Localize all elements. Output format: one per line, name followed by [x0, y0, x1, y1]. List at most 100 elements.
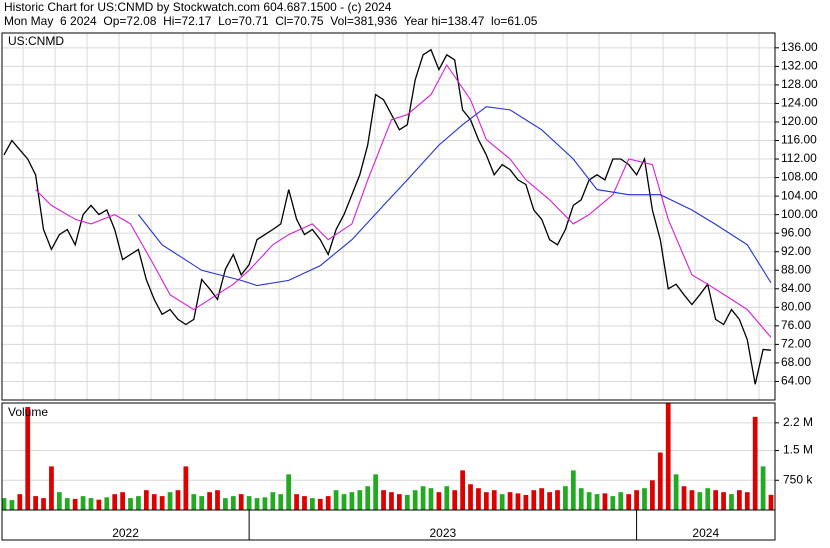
volume-bar [436, 492, 442, 510]
volume-bar [689, 490, 695, 510]
y-tick-label: 112.00 [781, 151, 817, 165]
volume-bar [650, 480, 655, 510]
volume-bar [136, 496, 141, 510]
y-tick-label: 72.00 [781, 337, 811, 351]
volume-bar [333, 490, 339, 510]
y-tick-label: 68.00 [781, 355, 811, 369]
volume-bar [420, 486, 426, 510]
volume-bar [705, 488, 711, 510]
volume-bar [760, 466, 766, 510]
volume-bar [80, 496, 86, 510]
volume-bar [215, 490, 220, 510]
volume-bar [570, 470, 576, 510]
volume-bar [736, 490, 742, 510]
volume-bar [507, 492, 513, 510]
volume-bar [1, 498, 7, 510]
volume-bar [238, 494, 244, 510]
volume-bar [539, 488, 545, 510]
x-tick-label: 2022 [112, 526, 139, 540]
volume-bar [578, 488, 584, 510]
volume-bar [33, 496, 39, 510]
volume-bar [602, 493, 608, 510]
volume-bar [657, 452, 663, 510]
y-tick-label: 2.2 M [783, 415, 813, 429]
symbol-label: US:CNMD [8, 34, 64, 48]
volume-bar [389, 492, 394, 510]
volume-bar [349, 492, 355, 510]
volume-bar [262, 497, 268, 510]
volume-bar [341, 494, 347, 510]
y-tick-label: 88.00 [781, 262, 811, 276]
volume-bar [468, 484, 473, 510]
volume-bar [452, 490, 458, 510]
volume-bar [721, 492, 726, 510]
volume-bar [325, 496, 331, 510]
year-strip [1, 509, 776, 541]
volume-bar [483, 492, 489, 510]
volume-bar [428, 488, 434, 510]
volume-bar [254, 498, 260, 510]
volume-label: Volume [8, 405, 48, 419]
y-tick-label: 100.00 [781, 207, 818, 221]
volume-bar [56, 492, 62, 510]
volume-bar [499, 494, 505, 510]
volume-bar [159, 496, 165, 510]
y-tick-label: 124.00 [781, 96, 818, 110]
volume-bar [626, 494, 632, 510]
moving-average-line [35, 63, 772, 338]
volume-bar [72, 498, 78, 510]
volume-bar [9, 500, 15, 510]
volume-bar [444, 486, 450, 510]
volume-bar [88, 498, 94, 510]
volume-bar [752, 416, 758, 510]
volume-bar [230, 496, 236, 510]
y-tick-label: 96.00 [781, 225, 811, 239]
volume-bar [96, 499, 102, 510]
volume-bar [404, 494, 410, 510]
volume-bar [618, 492, 624, 510]
y-tick-label: 136.00 [781, 40, 818, 54]
volume-bar [207, 492, 212, 510]
volume-bar [563, 486, 568, 510]
volume-bar [768, 494, 774, 510]
volume-bar [460, 470, 465, 510]
y-tick-label: 750 k [783, 472, 813, 486]
volume-bar [610, 496, 616, 510]
y-tick-label: 104.00 [781, 188, 818, 202]
volume-bar [697, 492, 703, 510]
y-tick-label: 108.00 [781, 170, 818, 184]
volume-bar [547, 492, 552, 510]
volume-bar [476, 488, 481, 510]
volume-bar [112, 494, 118, 510]
y-tick-label: 116.00 [781, 133, 817, 147]
moving-average-line [137, 106, 772, 287]
y-tick-label: 64.00 [781, 374, 811, 388]
volume-bar [104, 497, 110, 510]
y-tick-label: 132.00 [781, 59, 818, 73]
volume-bar [586, 492, 592, 510]
volume-bar [396, 494, 402, 510]
y-tick-label: 128.00 [781, 77, 818, 91]
volume-bar [373, 474, 379, 510]
volume-bar [642, 488, 647, 510]
x-tick-label: 2024 [692, 526, 719, 540]
volume-bar [673, 474, 679, 510]
volume-bar [270, 492, 276, 510]
volume-bar [523, 494, 529, 510]
volume-bar [278, 494, 284, 510]
panel-border [1, 32, 776, 401]
volume-bar [183, 466, 189, 510]
volume-bar [294, 494, 299, 510]
volume-bar [412, 490, 418, 510]
volume-bar [25, 406, 31, 510]
volume-bar [365, 486, 371, 510]
volume-bar [381, 490, 386, 510]
volume-bar [151, 494, 157, 510]
x-tick-label: 2023 [429, 526, 456, 540]
price-panel: 64.00 68.00 72.00 76.00 80.00 84.00 88.00 92.00… [1, 32, 818, 401]
y-tick-label: 92.00 [781, 244, 811, 258]
volume-bar [310, 498, 315, 510]
volume-bar [223, 498, 228, 510]
volume-bar [729, 494, 734, 510]
